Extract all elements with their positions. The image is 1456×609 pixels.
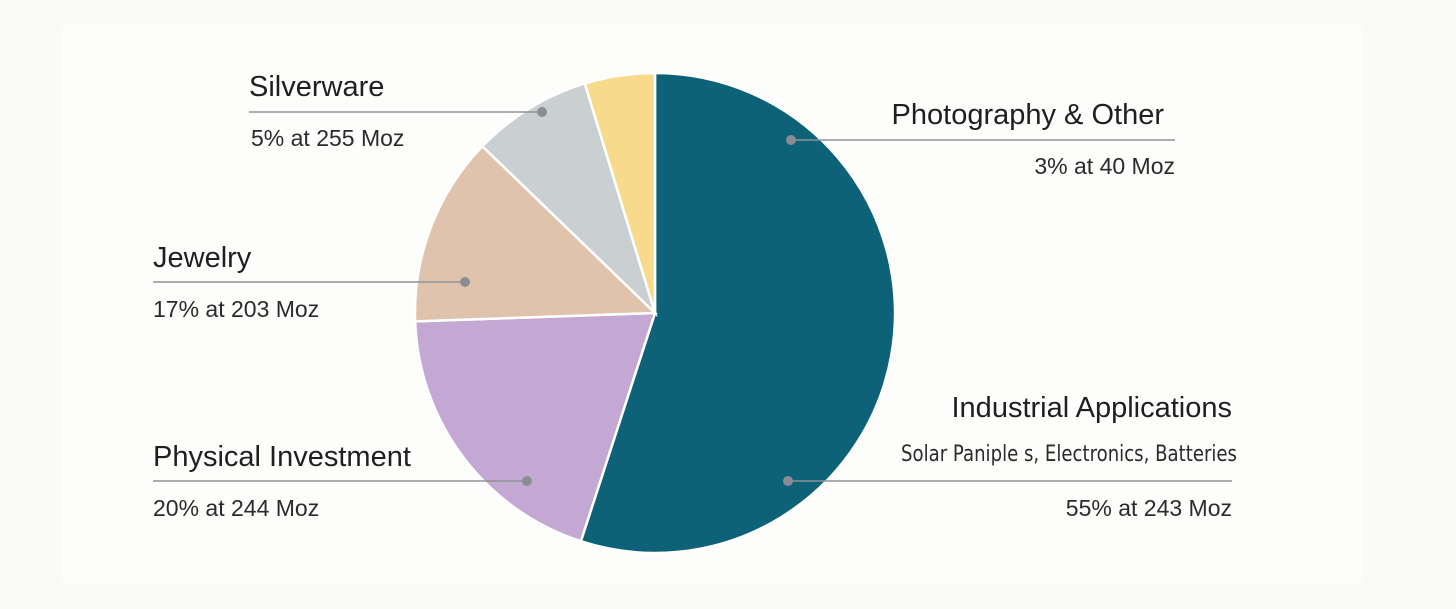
pie-slice-photography-and-other (583, 71, 657, 314)
leader-dot-jewelry (460, 277, 470, 287)
leader-dot-physical-investment (522, 476, 532, 486)
pie-slice-physical-investment (413, 311, 657, 543)
pie-slice-jewelry (413, 144, 658, 323)
slice-value-label-jewelry: 17% at 203 Moz (153, 296, 319, 322)
slice-label-silverware: Silverware (249, 71, 384, 103)
slice-value-label-silverware: 5% at 255 Moz (251, 125, 404, 151)
slice-label-industrial-applications: Industrial Applications (952, 392, 1233, 424)
leader-dot-photography-and-other (786, 135, 796, 145)
slice-label-jewelry: Jewelry (153, 242, 252, 274)
slice-value-label-industrial-applications: 55% at 243 Moz (1066, 495, 1232, 521)
slice-label-photography-and-other: Photography & Other (892, 99, 1165, 131)
slice-value-label-physical-investment: 20% at 244 Moz (153, 495, 319, 521)
slices-layer (413, 71, 897, 555)
leader-dot-silverware (537, 107, 547, 117)
leaders-layer (153, 107, 1232, 486)
slice-subtitle-industrial-applications: Solar Paniple s, Electronics, Batteries (901, 442, 1237, 467)
leader-dot-industrial-applications (783, 476, 793, 486)
pie-slice-silverware (480, 81, 658, 318)
labels-layer: Industrial Applications Solar Paniple s, … (153, 71, 1237, 521)
pie-slice-industrial-applications (579, 71, 897, 555)
slice-value-label-photography-and-other: 3% at 40 Moz (1034, 153, 1175, 179)
slice-label-physical-investment: Physical Investment (153, 441, 411, 473)
